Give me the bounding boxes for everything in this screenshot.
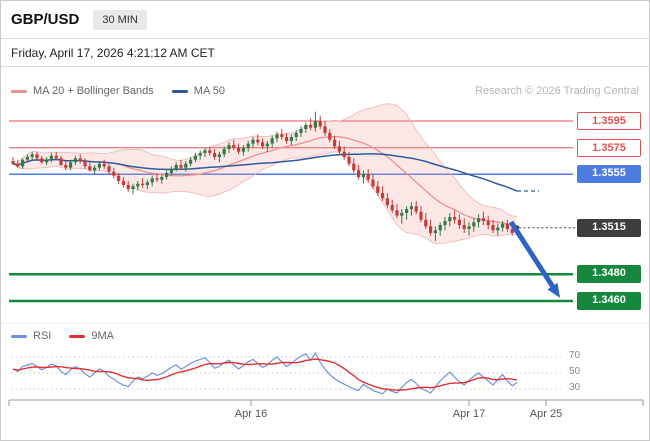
rsi-legend-label: RSI xyxy=(33,330,52,342)
rsi-panel xyxy=(11,351,561,395)
ma20-bb-legend-label: MA 20 + Bollinger Bands xyxy=(33,85,154,97)
x-axis-label: Apr 25 xyxy=(529,408,563,420)
price-level-badge-1.3515: 1.3515 xyxy=(577,219,641,237)
x-axis xyxy=(8,399,644,406)
x-axis-label: Apr 16 xyxy=(234,408,268,420)
rsi-scale-30: 30 xyxy=(569,382,581,393)
panel-separator xyxy=(1,323,649,324)
rsi-swatch-icon xyxy=(11,334,27,338)
price-level-badge-1.3480: 1.3480 xyxy=(577,265,641,283)
ma50-legend-label: MA 50 xyxy=(193,85,225,97)
chart-datetime: Friday, April 17, 2026 4:21:12 AM CET xyxy=(1,39,649,67)
rsi-scale-70: 70 xyxy=(569,350,581,361)
chart-header: GBP/USD 30 MIN xyxy=(1,1,649,39)
x-axis-label: Apr 17 xyxy=(452,408,486,420)
price-level-badge-1.3575: 1.3575 xyxy=(577,139,641,157)
timeframe-badge: 30 MIN xyxy=(93,9,147,30)
attribution-text: Research © 2026 Trading Central xyxy=(474,85,639,97)
indicator-legend: RSI 9MA xyxy=(11,329,132,343)
price-level-badge-1.3555: 1.3555 xyxy=(577,165,641,183)
ma9-legend-label: 9MA xyxy=(91,330,114,342)
ma20-bb-swatch-icon xyxy=(11,89,27,93)
ma50-swatch-icon xyxy=(171,89,188,93)
ma9-swatch-icon xyxy=(69,334,86,338)
price-chart xyxy=(9,103,575,303)
price-level-badge-1.3460: 1.3460 xyxy=(577,292,641,310)
symbol-title: GBP/USD xyxy=(11,11,80,28)
price-level-badge-1.3595: 1.3595 xyxy=(577,112,641,130)
rsi-scale-50: 50 xyxy=(569,366,581,377)
overlay-legend: MA 20 + Bollinger Bands MA 50 Research ©… xyxy=(11,83,639,99)
